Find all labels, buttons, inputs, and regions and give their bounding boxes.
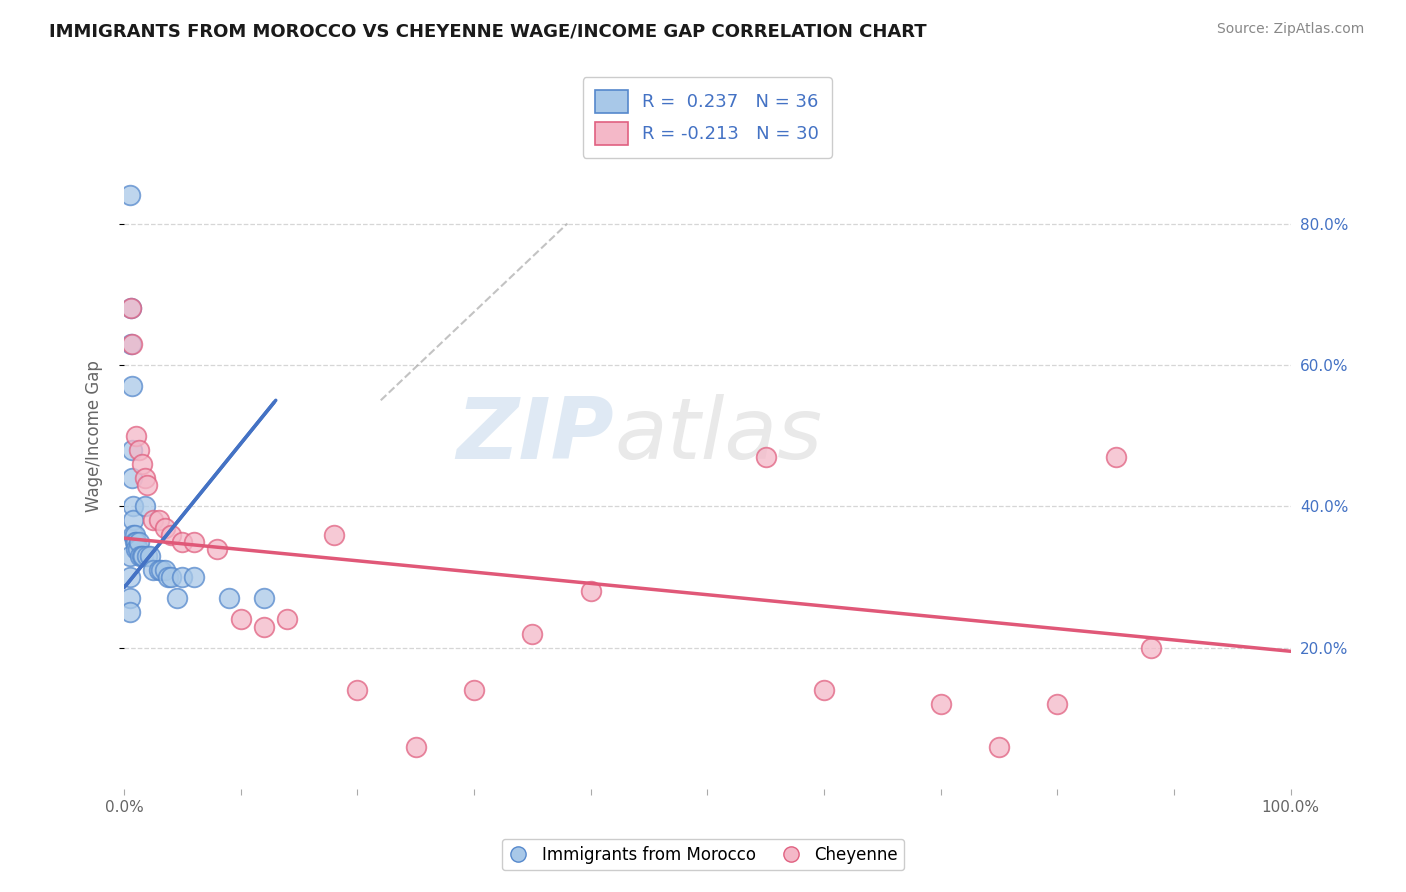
- Point: [136, 478, 159, 492]
- Point: [118, 591, 141, 606]
- Point: [988, 739, 1011, 754]
- Point: [813, 683, 835, 698]
- Point: [120, 336, 142, 351]
- Point: [229, 612, 252, 626]
- Point: [150, 563, 173, 577]
- Point: [346, 683, 368, 698]
- Point: [183, 534, 205, 549]
- Point: [183, 570, 205, 584]
- Point: [159, 527, 181, 541]
- Point: [153, 520, 176, 534]
- Text: atlas: atlas: [614, 394, 823, 477]
- Point: [134, 471, 156, 485]
- Point: [276, 612, 298, 626]
- Point: [121, 336, 143, 351]
- Point: [1046, 698, 1069, 712]
- Point: [120, 301, 142, 316]
- Point: [131, 549, 153, 563]
- Point: [153, 563, 176, 577]
- Point: [166, 591, 188, 606]
- Text: IMMIGRANTS FROM MOROCCO VS CHEYENNE WAGE/INCOME GAP CORRELATION CHART: IMMIGRANTS FROM MOROCCO VS CHEYENNE WAGE…: [49, 22, 927, 40]
- Point: [128, 534, 150, 549]
- Point: [159, 570, 181, 584]
- Text: Source: ZipAtlas.com: Source: ZipAtlas.com: [1216, 22, 1364, 37]
- Point: [579, 584, 602, 599]
- Legend: Immigrants from Morocco, Cheyenne: Immigrants from Morocco, Cheyenne: [502, 839, 904, 871]
- Point: [139, 549, 162, 563]
- Point: [127, 541, 149, 556]
- Point: [142, 563, 165, 577]
- Legend: R =  0.237   N = 36, R = -0.213   N = 30: R = 0.237 N = 36, R = -0.213 N = 30: [583, 77, 832, 158]
- Point: [1139, 640, 1161, 655]
- Point: [124, 534, 146, 549]
- Point: [125, 428, 148, 442]
- Point: [218, 591, 240, 606]
- Point: [1104, 450, 1126, 464]
- Point: [148, 563, 170, 577]
- Point: [118, 570, 141, 584]
- Point: [120, 301, 142, 316]
- Point: [148, 514, 170, 528]
- Point: [122, 527, 145, 541]
- Point: [125, 541, 148, 556]
- Point: [929, 698, 952, 712]
- Point: [522, 626, 544, 640]
- Point: [323, 527, 346, 541]
- Point: [405, 739, 427, 754]
- Point: [125, 534, 148, 549]
- Point: [129, 549, 152, 563]
- Point: [124, 527, 146, 541]
- Point: [122, 514, 145, 528]
- Point: [121, 471, 143, 485]
- Point: [118, 188, 141, 202]
- Point: [172, 534, 194, 549]
- Point: [118, 549, 141, 563]
- Point: [128, 442, 150, 457]
- Point: [157, 570, 180, 584]
- Point: [131, 457, 153, 471]
- Point: [121, 442, 143, 457]
- Text: ZIP: ZIP: [457, 394, 614, 477]
- Point: [253, 591, 276, 606]
- Point: [121, 379, 143, 393]
- Point: [253, 619, 276, 633]
- Point: [136, 549, 159, 563]
- Y-axis label: Wage/Income Gap: Wage/Income Gap: [86, 359, 103, 512]
- Point: [118, 606, 141, 620]
- Point: [132, 549, 155, 563]
- Point: [122, 500, 145, 514]
- Point: [463, 683, 485, 698]
- Point: [134, 500, 156, 514]
- Point: [755, 450, 778, 464]
- Point: [142, 514, 165, 528]
- Point: [207, 541, 229, 556]
- Point: [172, 570, 194, 584]
